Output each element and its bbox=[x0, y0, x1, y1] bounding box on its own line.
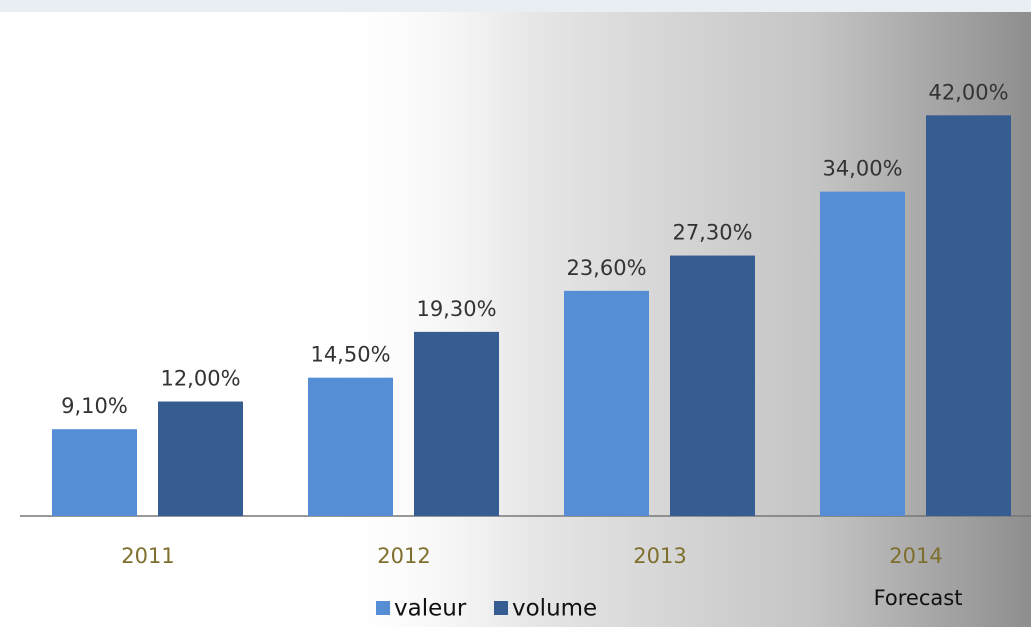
bar bbox=[564, 290, 649, 516]
bar bbox=[414, 331, 499, 516]
value-label: 19,30% bbox=[416, 297, 496, 321]
value-label: 27,30% bbox=[672, 221, 752, 245]
legend-label: volume bbox=[512, 596, 597, 622]
bar bbox=[158, 401, 243, 516]
bar bbox=[926, 115, 1011, 516]
legend-swatch bbox=[494, 601, 508, 615]
value-label: 23,60% bbox=[566, 256, 646, 280]
annotation: Forecast bbox=[874, 586, 963, 610]
bar bbox=[52, 429, 137, 516]
top-strip bbox=[0, 0, 1031, 12]
value-label: 14,50% bbox=[310, 343, 390, 367]
value-label: 12,00% bbox=[160, 367, 240, 391]
legend-label: valeur bbox=[394, 596, 467, 622]
legend-swatch bbox=[376, 601, 390, 615]
value-label: 34,00% bbox=[822, 157, 902, 181]
value-label: 42,00% bbox=[928, 80, 1008, 104]
x-tick-label: 2014 bbox=[889, 544, 942, 568]
value-label: 9,10% bbox=[61, 394, 128, 418]
x-tick-label: 2012 bbox=[377, 544, 430, 568]
bar bbox=[670, 255, 755, 517]
bar bbox=[308, 377, 393, 516]
x-tick-label: 2011 bbox=[121, 544, 174, 568]
x-tick-label: 2013 bbox=[633, 544, 686, 568]
bar bbox=[820, 191, 905, 516]
